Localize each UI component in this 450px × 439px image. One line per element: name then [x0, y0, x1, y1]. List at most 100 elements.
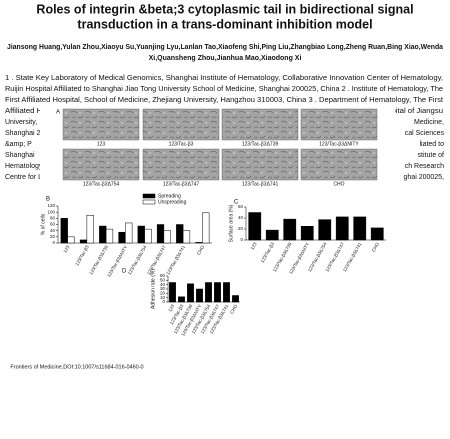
micrograph-label: 123/Tac-β3ΔNITY: [319, 141, 359, 147]
bar: [195, 242, 203, 244]
bar: [182, 230, 191, 244]
bar: [86, 215, 94, 244]
bar: [144, 228, 152, 244]
y-tick-label: 20: [160, 291, 166, 296]
panel-label: B: [46, 197, 50, 203]
title: transduction in a trans-dominant inhibit…: [77, 17, 372, 31]
y-axis-title: % of cells: [40, 213, 46, 235]
micrograph: [142, 148, 220, 181]
title: Roles of integrin &beta;3 cytoplasmic ta…: [36, 2, 413, 16]
y-tick-label: 50: [160, 278, 166, 283]
micrograph-label: 123/Tac-β3Δ739: [242, 141, 279, 147]
y-tick-label: 20: [50, 234, 56, 239]
x-tick-label: 123: [250, 241, 258, 250]
bar: [265, 229, 279, 241]
y-tick-label: 80: [50, 216, 56, 221]
x-tick-label: CHO: [229, 303, 239, 315]
bar: [67, 236, 75, 244]
affiliation-fragment: Medicine,: [414, 119, 444, 126]
micrograph-label: 123/Tac-β3Δ754: [83, 181, 120, 187]
bar: [232, 295, 239, 303]
bar: [156, 224, 165, 244]
micrograph: [300, 148, 378, 181]
micrograph: [142, 108, 220, 141]
y-tick-label: 60: [238, 204, 244, 209]
authors: Jiansong Huang,Yulan Zhou,Xiaoyu Su,Yuan…: [7, 44, 443, 51]
bar: [196, 288, 203, 303]
bar: [60, 218, 68, 244]
affiliation-fragment: &amp; P: [5, 141, 32, 148]
bar: [318, 219, 332, 241]
legend-label: Spreading: [158, 193, 181, 199]
micrograph-label: 123/Tac-β3Δ747: [163, 181, 200, 187]
affiliation-line: First Affiliated Hospital, School of Med…: [5, 97, 443, 104]
affiliation-fragment: University,: [5, 119, 37, 126]
bar: [335, 216, 349, 241]
y-axis-title: Surface area (%): [228, 204, 234, 242]
bar: [205, 282, 212, 303]
bar: [223, 282, 230, 303]
x-tick-label: 123: [62, 244, 70, 253]
bar: [79, 239, 88, 244]
bar: [283, 218, 297, 241]
bar: [187, 283, 194, 303]
panel-label: A: [56, 110, 60, 116]
x-tick-label: 123: [167, 303, 175, 312]
legend-label: Unspreading: [158, 199, 187, 205]
micrograph-label: 123: [97, 141, 106, 147]
bar: [163, 230, 171, 244]
affiliation-fragment: Hematology,: [5, 163, 44, 170]
bar: [137, 225, 145, 244]
citation: Frontiers of Medicine,DOI:10.1007/s11684…: [10, 364, 143, 370]
bar: [99, 225, 107, 244]
micrograph: [221, 148, 299, 181]
y-tick-label: 0: [240, 237, 243, 242]
bar: [176, 224, 184, 244]
y-tick-label: 60: [160, 273, 166, 278]
legend-swatch: [142, 199, 156, 205]
affiliation-fragment: Shanghai: [5, 152, 35, 159]
bar: [118, 231, 126, 244]
bar: [105, 228, 114, 244]
bar: [300, 226, 314, 241]
y-tick-label: 30: [160, 286, 166, 291]
bar: [214, 282, 221, 303]
y-tick-label: 20: [238, 226, 244, 231]
legend-swatch: [142, 193, 156, 199]
bar: [178, 296, 185, 303]
micrograph-label: 123/Tac-β3Δ741: [242, 181, 279, 187]
y-tick-label: 40: [160, 282, 166, 287]
bar: [353, 216, 367, 241]
affiliation-fragment: liated to: [419, 141, 444, 148]
bar: [125, 222, 133, 244]
affiliation-line: Ruijin Hospital Affiliated to Shanghai J…: [5, 86, 443, 93]
bar: [370, 227, 384, 241]
micrograph: [62, 108, 140, 141]
y-tick-label: 0: [52, 240, 55, 245]
bar: [248, 212, 262, 241]
micrograph-label: CHO: [333, 181, 344, 187]
y-tick-label: 100: [47, 209, 55, 214]
affiliation-fragment: stitute of: [418, 152, 445, 159]
y-tick-label: 120: [47, 203, 55, 208]
bar: [169, 282, 176, 303]
x-tick-label: CHO: [371, 241, 381, 253]
micrograph: [221, 108, 299, 141]
affiliation-line: 1 . State Key Laboratory of Medical Geno…: [5, 75, 443, 82]
affiliation-fragment: cal Sciences: [405, 130, 445, 137]
micrograph: [300, 108, 378, 141]
y-tick-label: 0: [162, 299, 165, 304]
affiliation-fragment: ghai 200025,: [404, 174, 445, 181]
micrograph: [62, 148, 140, 181]
affiliation-fragment: Shanghai 20: [5, 130, 44, 137]
panel-label: C: [234, 200, 239, 206]
y-tick-label: 60: [50, 222, 56, 227]
y-tick-label: 40: [50, 228, 56, 233]
affiliation-fragment: ch Research: [405, 163, 444, 170]
y-tick-label: 40: [238, 215, 244, 220]
bar: [202, 212, 210, 244]
authors: Xi,Quansheng Zhou,Jianhua Mao,Xiaodong X…: [149, 55, 302, 62]
affiliation-fragment: Centre for Lif: [5, 174, 46, 181]
y-axis-title: Adhesion rate (%): [150, 269, 156, 309]
